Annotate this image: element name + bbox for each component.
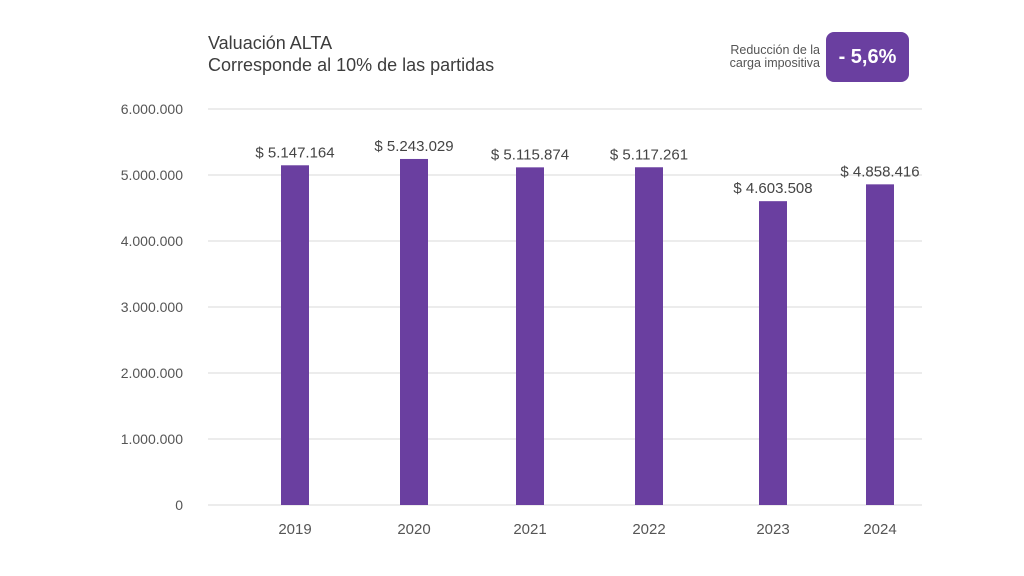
reduction-badge: - 5,6% [826, 32, 909, 82]
data-label: $ 4.858.416 [840, 163, 919, 180]
chart-subtitle: Corresponde al 10% de las partidas [208, 55, 495, 75]
chart-title: Valuación ALTA [208, 33, 333, 53]
y-tick-label: 3.000.000 [121, 299, 183, 315]
data-label: $ 5.115.874 [491, 146, 569, 163]
y-tick-label: 6.000.000 [121, 101, 183, 117]
y-tick-label: 4.000.000 [121, 233, 183, 249]
x-tick-label: 2019 [278, 521, 311, 538]
x-tick-label: 2020 [397, 521, 430, 538]
bar [516, 167, 544, 506]
bar [759, 201, 787, 506]
y-tick-label: 2.000.000 [121, 365, 183, 381]
data-label: $ 5.243.029 [374, 138, 453, 155]
badge-label: Reducción de la carga impositiva [700, 44, 820, 70]
bar [635, 167, 663, 505]
chart-title-block: Valuación ALTA Corresponde al 10% de las… [208, 32, 494, 76]
x-tick-label: 2023 [756, 521, 789, 538]
badge-label-line1: Reducción de la [730, 43, 820, 57]
bar [400, 158, 428, 505]
x-tick-label: 2024 [863, 521, 896, 538]
bar [281, 165, 309, 505]
y-tick-label: 5.000.000 [121, 167, 183, 183]
y-tick-label: 1.000.000 [121, 431, 183, 447]
y-tick-label: 0 [175, 497, 183, 513]
data-label: $ 5.147.164 [255, 144, 334, 161]
bar [866, 184, 894, 505]
data-label: $ 4.603.508 [733, 180, 812, 197]
badge-label-line2: carga impositiva [729, 56, 820, 70]
data-label: $ 5.117.261 [610, 146, 688, 163]
x-tick-label: 2021 [513, 521, 546, 538]
x-tick-label: 2022 [632, 521, 665, 538]
